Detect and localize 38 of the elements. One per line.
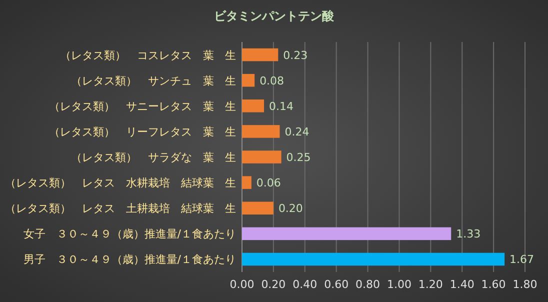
bar [242,202,274,214]
y-tick-label: 男子 ３０～４９（歳）推進量/１食あたり [23,253,236,266]
bar [242,227,452,240]
data-label: 0.20 [278,202,303,216]
x-tick-label: 1.80 [512,278,538,291]
bar [242,150,282,164]
data-label: 0.24 [284,125,310,138]
x-tick-label: 0.80 [356,278,380,291]
bar [242,176,252,189]
y-tick-label: （レタス類） サンチュ 葉 生 [71,74,236,88]
data-label: 1.67 [510,253,534,266]
y-tick-label: （レタス類） リーフレタス 葉 生 [49,125,236,138]
y-tick-label: （レタス類） レタス 土耕栽培 結球葉 生 [5,202,236,216]
data-label: 0.14 [269,100,294,113]
data-label: 0.23 [283,48,308,62]
x-tick-label: 1.20 [418,278,443,291]
x-tick-label: 0.20 [261,278,286,291]
y-tick-label: （レタス類） サラダな 葉 生 [71,151,236,164]
x-tick-label: 0.60 [324,278,349,291]
y-tick-label: （レタス類） サニーレタス 葉 生 [49,100,236,113]
x-tick-label: 0.00 [230,278,254,291]
data-label: 1.33 [456,228,481,241]
chart-title: ビタミンパントテン酸 [214,9,335,23]
y-tick-label: 女子 ３０～４９（歳）推進量/１食あたり [23,228,236,241]
x-tick-label: 1.00 [386,278,412,291]
bar [242,48,278,62]
y-tick-label: （レタス類） レタス 水耕栽培 結球葉 生 [5,176,236,190]
bar [242,74,255,87]
x-tick-label: 0.40 [292,278,318,291]
bar [242,100,264,112]
data-label: 0.25 [286,151,311,164]
y-tick-label: （レタス類） コスレタス 葉 生 [60,48,236,62]
x-tick-label: 1.40 [450,278,474,291]
x-tick-label: 1.60 [481,278,506,291]
data-label: 0.06 [256,176,281,190]
bar [242,125,280,138]
bar [242,252,505,266]
data-label: 0.08 [260,74,284,88]
